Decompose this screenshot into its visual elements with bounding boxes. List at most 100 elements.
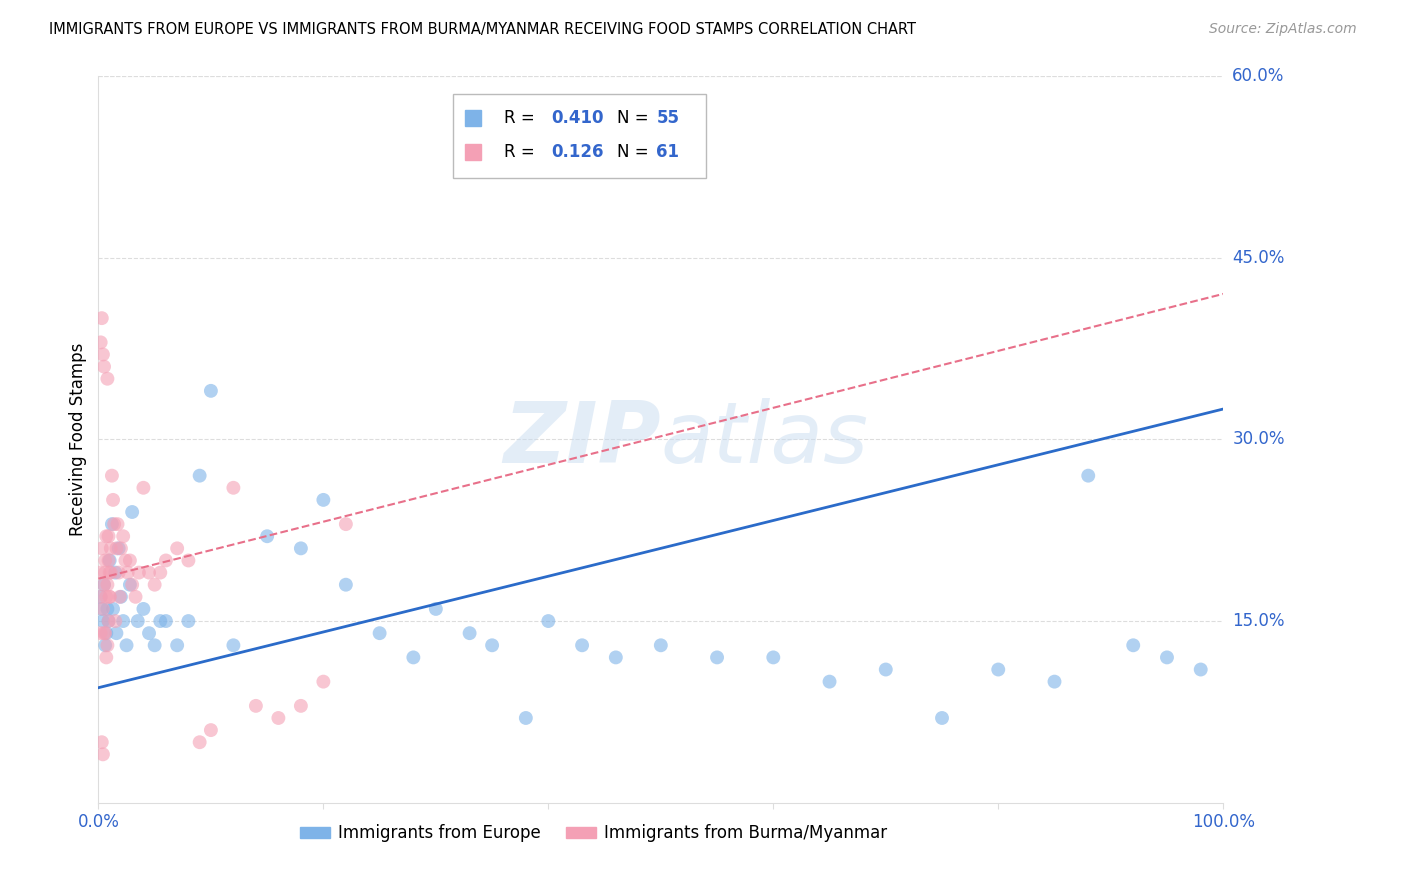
Point [155,553,177,567]
Point [91,747,114,762]
Point [96,529,118,543]
Point [97,553,120,567]
Text: R =: R = [505,109,540,127]
Point [96,578,118,592]
Point [335,517,357,532]
Point [107,541,129,556]
Point [94,566,117,580]
Point [90,335,112,350]
Point [149,566,172,580]
Point [90,590,112,604]
Point [91,602,114,616]
Point [98,590,121,604]
Point [143,638,166,652]
Point [368,626,391,640]
Text: 60.0%: 60.0% [1232,67,1285,85]
Point [89,566,111,580]
Point [90,626,112,640]
Text: Source: ZipAtlas.com: Source: ZipAtlas.com [1209,22,1357,37]
Point [143,578,166,592]
Point [101,602,124,616]
Text: 0.126: 0.126 [551,143,605,161]
Point [256,529,278,543]
Point [149,614,172,628]
Point [1156,650,1178,665]
Point [1077,468,1099,483]
Point [402,650,425,665]
Point [90,602,112,616]
Point [100,541,122,556]
Point [94,626,117,640]
Point [104,566,127,580]
Point [166,541,188,556]
Point [290,698,312,713]
Point [101,468,124,483]
Point [537,614,560,628]
Point [91,347,114,361]
Point [105,626,128,640]
Point [706,650,728,665]
Point [818,674,841,689]
Point [1189,663,1212,677]
Point [98,590,121,604]
Point [90,735,112,749]
Y-axis label: Receiving Food Stamps: Receiving Food Stamps [69,343,87,536]
Point [101,517,124,532]
Point [115,638,138,652]
Text: IMMIGRANTS FROM EUROPE VS IMMIGRANTS FROM BURMA/MYANMAR RECEIVING FOOD STAMPS CO: IMMIGRANTS FROM EUROPE VS IMMIGRANTS FRO… [49,22,917,37]
Point [114,553,136,567]
Point [96,650,118,665]
Text: 61: 61 [657,143,679,161]
Point [94,638,117,652]
Point [90,590,112,604]
Point [108,590,131,604]
Point [100,566,122,580]
Point [90,311,112,326]
Point [112,529,135,543]
Point [515,711,537,725]
FancyBboxPatch shape [453,94,706,178]
Point [132,602,155,616]
Point [93,578,115,592]
Text: N =: N = [617,143,654,161]
Point [987,663,1010,677]
Text: 15.0%: 15.0% [1232,612,1285,630]
Point [97,614,120,628]
Point [188,468,211,483]
Point [98,553,121,567]
Point [222,638,245,652]
Point [90,541,112,556]
Point [93,626,115,640]
Point [94,553,117,567]
Point [93,578,115,592]
Text: 0.410: 0.410 [551,109,605,127]
Point [101,492,124,507]
Point [875,663,897,677]
Point [103,517,125,532]
Point [121,578,143,592]
Point [177,614,200,628]
Point [200,384,222,398]
Point [458,626,481,640]
Point [335,578,357,592]
Point [571,638,593,652]
Point [931,711,953,725]
Point [105,541,128,556]
Point [267,711,290,725]
Point [97,614,120,628]
Point [138,626,160,640]
Point [110,541,132,556]
Point [290,541,312,556]
Point [91,614,114,628]
Point [97,529,120,543]
Point [112,614,135,628]
Point [104,614,127,628]
Point [98,566,121,580]
Point [96,372,118,386]
Point [312,492,335,507]
Point [118,578,141,592]
Point [166,638,188,652]
Point [425,602,447,616]
Point [93,359,115,374]
Point [96,602,118,616]
